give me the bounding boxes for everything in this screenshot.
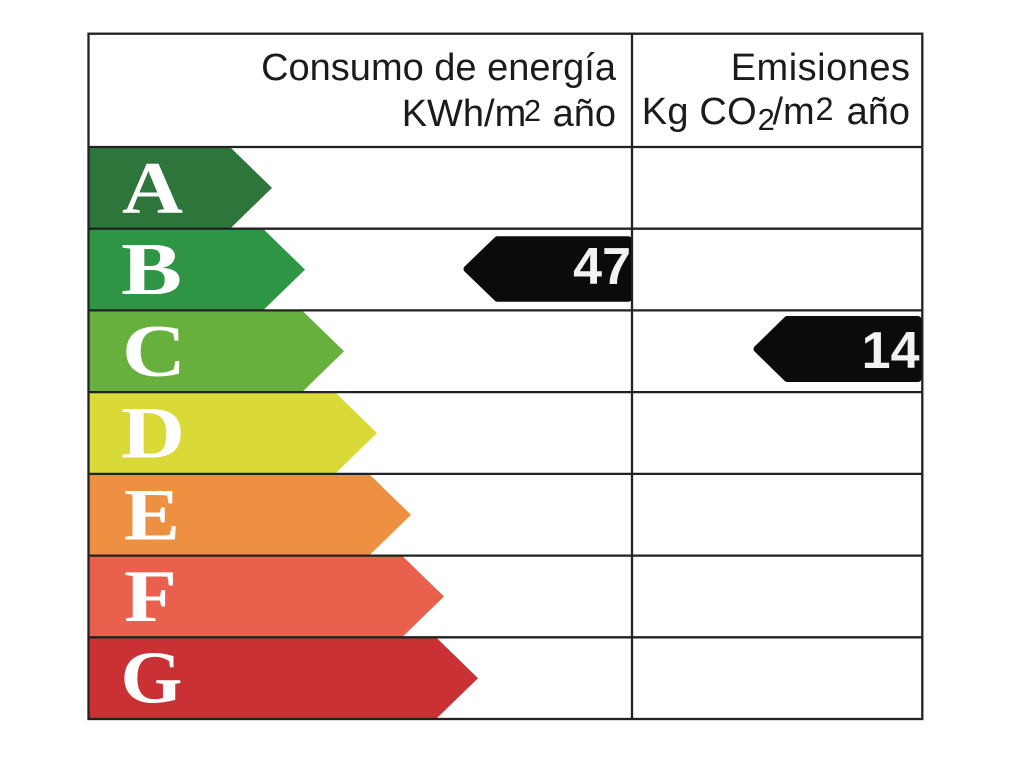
svg-text:G: G — [121, 638, 183, 720]
svg-text:año: año — [553, 93, 616, 135]
svg-text:Consumo de energía: Consumo de energía — [261, 47, 617, 89]
svg-text:2: 2 — [816, 91, 834, 127]
svg-text:F: F — [124, 556, 177, 638]
svg-text:año: año — [847, 91, 910, 133]
svg-text:B: B — [121, 229, 182, 311]
svg-text:2: 2 — [524, 93, 541, 128]
svg-text:E: E — [124, 474, 180, 556]
svg-text:A: A — [122, 147, 183, 229]
svg-text:Kg CO: Kg CO — [642, 91, 757, 133]
svg-text:14: 14 — [862, 322, 920, 380]
svg-text:KWh/m: KWh/m — [402, 93, 527, 135]
svg-text:D: D — [121, 393, 185, 475]
svg-text:C: C — [122, 311, 186, 393]
svg-text:Emisiones: Emisiones — [731, 47, 911, 89]
svg-text:2: 2 — [758, 102, 775, 137]
svg-text:/m: /m — [773, 91, 815, 133]
svg-text:47: 47 — [573, 238, 631, 296]
